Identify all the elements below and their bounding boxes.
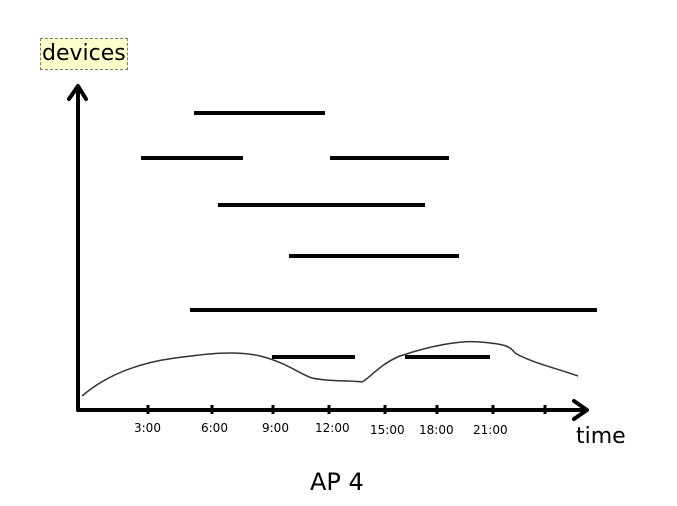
y-axis-label: devices (40, 38, 128, 70)
x-tick-label: 9:00 (262, 421, 289, 435)
y-axis-arrowhead (67, 84, 88, 101)
x-axis-label: time (576, 424, 626, 449)
x-tick-label: 18:00 (419, 423, 454, 437)
x-tick-label: 15:00 (370, 423, 405, 437)
x-tick-label: 21:00 (473, 423, 508, 437)
x-tick-label: 12:00 (315, 421, 350, 435)
diagram-caption: AP 4 (310, 468, 364, 496)
usage-curve (81, 340, 579, 397)
x-tick-label: 3:00 (134, 421, 161, 435)
x-axis-arrowhead (572, 399, 589, 421)
x-tick-label: 6:00 (201, 421, 228, 435)
